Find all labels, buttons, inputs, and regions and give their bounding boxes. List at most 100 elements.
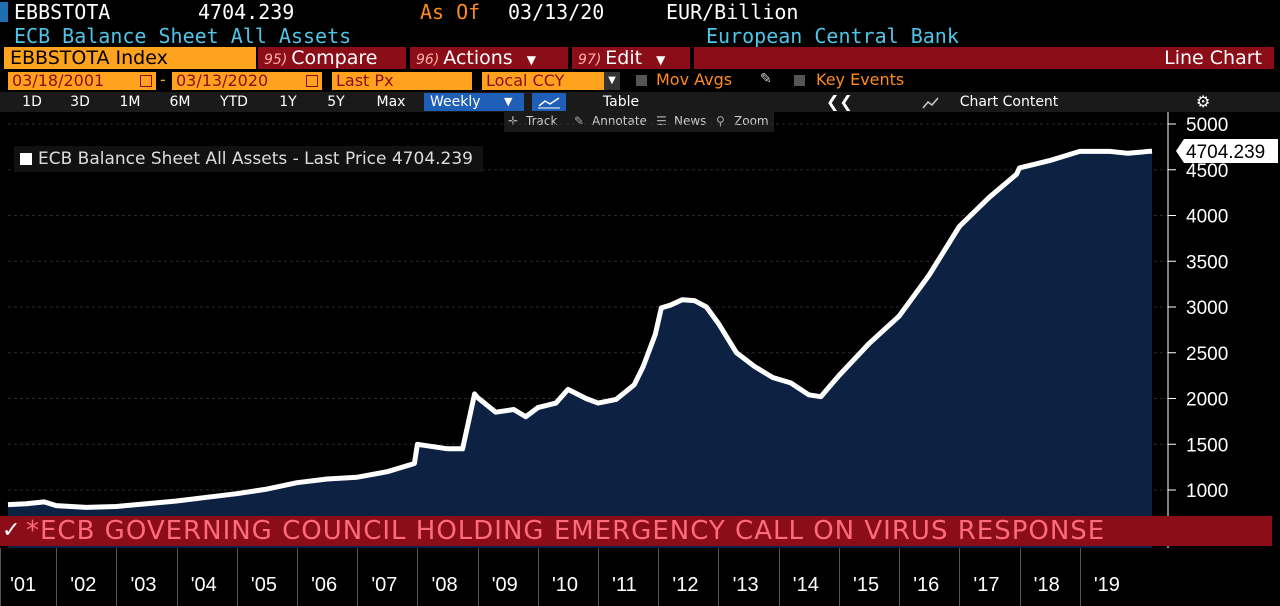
news-banner[interactable]: ✓ *ECB GOVERNING COUNCIL HOLDING EMERGEN… — [0, 516, 1272, 546]
series-area-fill — [8, 151, 1152, 548]
x-tick-separator — [1079, 548, 1081, 606]
x-tick-label: '03 — [130, 574, 157, 596]
x-tick-label: '02 — [70, 574, 97, 596]
x-tick-label: '08 — [431, 574, 458, 596]
x-tick-separator — [959, 548, 961, 606]
as-of-label: As Of — [420, 0, 481, 24]
start-date: 03/18/2001 — [12, 71, 105, 90]
table-view-button[interactable]: Table — [602, 94, 640, 110]
x-tick-separator — [357, 548, 359, 606]
period-1m[interactable]: 1M — [119, 94, 141, 110]
gear-icon[interactable]: ⚙ — [1196, 92, 1211, 111]
period-5y[interactable]: 5Y — [327, 94, 345, 110]
field-value: Last Px — [336, 71, 394, 90]
chart-type-button[interactable]: Line Chart — [694, 47, 1274, 69]
chart-content-button[interactable]: Chart Content — [959, 94, 1059, 110]
calendar-icon[interactable] — [306, 75, 318, 87]
x-tick-label: '14 — [792, 574, 819, 596]
edit-shortcut: 97) — [578, 52, 602, 68]
actions-button[interactable]: 96) Actions ▼ — [410, 47, 568, 69]
end-date: 03/13/2020 — [176, 71, 269, 90]
line-chart-view-icon[interactable] — [532, 93, 566, 111]
x-tick-separator — [176, 548, 178, 606]
ticker-marker — [0, 2, 8, 22]
frequency-select[interactable]: Weekly ▼ — [424, 93, 524, 111]
x-tick-separator — [477, 548, 479, 606]
x-tick-label: '04 — [190, 574, 217, 596]
period-max[interactable]: Max — [376, 94, 406, 110]
dropdown-caret-icon: ▼ — [604, 72, 620, 90]
collapse-icon[interactable]: ❮❮ — [826, 92, 853, 111]
x-tick-label: '01 — [10, 574, 37, 596]
field-select[interactable]: Last Px — [332, 72, 472, 90]
y-tick-label: 2500 — [1186, 344, 1228, 365]
title-bar: EBBSTOTA 4704.239 As Of 03/13/20 EUR/Bil… — [0, 0, 1280, 24]
key-events-checkbox[interactable] — [794, 75, 805, 86]
x-tick-label: '12 — [672, 574, 699, 596]
track-icon: ✛ — [508, 114, 519, 128]
x-tick-label: '16 — [913, 574, 940, 596]
edit-label: Edit — [605, 47, 643, 69]
as-of-date: 03/13/20 — [508, 0, 605, 24]
security-name: ECB Balance Sheet All Assets — [14, 24, 352, 48]
zoom-icon: ⚲ — [716, 114, 725, 128]
chart-content-icon[interactable] — [922, 95, 940, 114]
x-tick-separator — [236, 548, 238, 606]
y-tick-label: 4000 — [1186, 207, 1228, 228]
x-tick-label: '10 — [551, 574, 579, 596]
news-icon: ☰ — [656, 114, 667, 128]
calendar-icon[interactable] — [140, 75, 152, 87]
source: European Central Bank — [706, 24, 959, 48]
compare-label: Compare — [291, 47, 378, 69]
y-tick-label: 1500 — [1186, 435, 1228, 456]
x-tick-label: '06 — [311, 574, 338, 596]
x-tick-label: '18 — [1033, 574, 1060, 596]
end-date-field[interactable]: 03/13/2020 — [172, 72, 322, 90]
index-field[interactable]: EBBSTOTA Index — [4, 47, 256, 69]
date-range-dash: - — [160, 70, 166, 89]
news-headline: *ECB GOVERNING COUNCIL HOLDING EMERGENCY… — [26, 516, 1106, 546]
y-axis: 1000 1500 2000 2500 3000 3500 4000 4500 5000 — [1167, 112, 1228, 548]
x-tick-label: '05 — [250, 574, 277, 596]
x-tick-separator — [658, 548, 660, 606]
x-tick-separator — [1019, 548, 1021, 606]
series-line — [7, 148, 1153, 510]
pencil-icon[interactable]: ✎ — [760, 71, 772, 87]
chart-type-label: Line Chart — [1164, 47, 1262, 69]
period-3d[interactable]: 3D — [70, 94, 90, 110]
period-6m[interactable]: 6M — [169, 94, 191, 110]
x-tick-label: '09 — [491, 574, 518, 596]
index-label: EBBSTOTA Index — [10, 47, 168, 69]
y-tick-label: 3000 — [1186, 298, 1228, 319]
actions-caret-icon: ▼ — [526, 53, 536, 67]
period-1d[interactable]: 1D — [22, 94, 42, 110]
compare-shortcut: 95) — [264, 52, 288, 68]
period-1y[interactable]: 1Y — [279, 94, 297, 110]
start-date-field[interactable]: 03/18/2001 — [8, 72, 156, 90]
x-tick-separator — [417, 548, 419, 606]
actions-label: Actions — [443, 47, 513, 69]
x-tick-label: '11 — [612, 574, 637, 596]
chart-area[interactable]: 1000 1500 2000 2500 3000 3500 4000 4500 5000 470… — [0, 112, 1280, 548]
compare-button[interactable]: 95) Compare — [258, 47, 406, 69]
last-value-tag — [1176, 139, 1278, 164]
x-tick-label: '07 — [371, 574, 398, 596]
last-value-label: 4704.239 — [1186, 142, 1265, 163]
frequency-value: Weekly — [430, 94, 481, 110]
last-value-marker: 4704.239 — [1176, 139, 1278, 164]
edit-button[interactable]: 97) Edit ▼ — [572, 47, 690, 69]
y-tick-label: 1000 — [1186, 481, 1228, 502]
mov-avgs-checkbox[interactable] — [636, 75, 647, 86]
currency-value: Local CCY — [486, 71, 565, 90]
controls-bar: 03/18/2001 - 03/13/2020 Last Px Local CC… — [0, 70, 1280, 92]
period-bar: 1D 3D 1M 6M YTD 1Y 5Y Max Weekly ▼ Table… — [0, 92, 1280, 112]
actions-shortcut: 96) — [416, 52, 440, 68]
x-tick-separator — [56, 548, 58, 606]
x-tick-separator — [778, 548, 780, 606]
legend: ECB Balance Sheet All Assets - Last Pric… — [14, 146, 483, 172]
currency-select[interactable]: Local CCY ▼ — [482, 72, 620, 90]
x-tick-separator — [297, 548, 298, 606]
mov-avgs-label: Mov Avgs — [656, 70, 733, 89]
y-tick-label: 5000 — [1186, 115, 1228, 136]
period-ytd[interactable]: YTD — [220, 94, 248, 110]
